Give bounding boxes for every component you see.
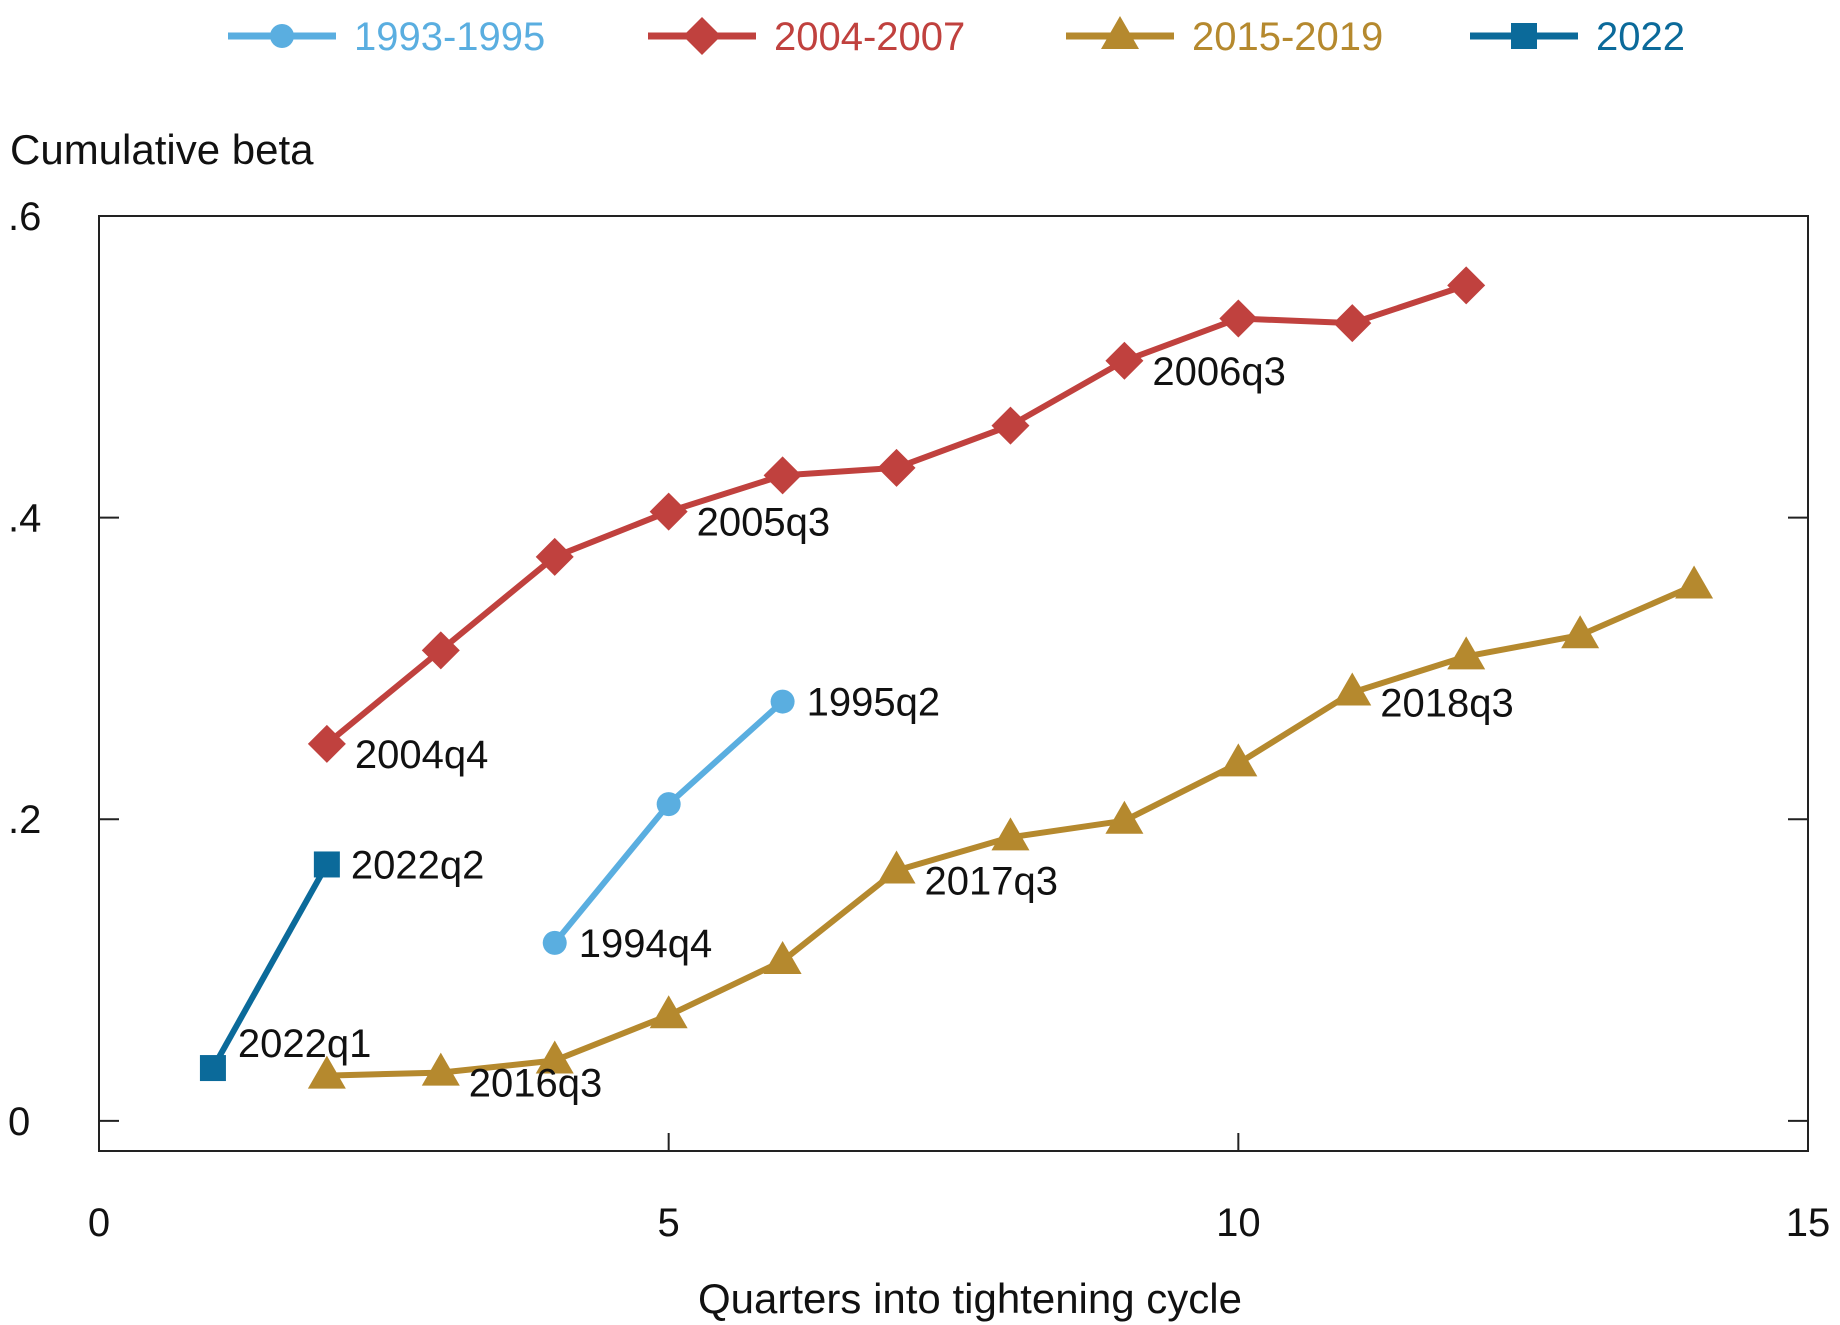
data-point-triangle: [421, 1052, 460, 1086]
x-tick-label: 15: [1786, 1201, 1831, 1245]
x-tick-label: 10: [1216, 1201, 1261, 1245]
data-point-diamond: [649, 492, 688, 531]
data-point-triangle: [1333, 672, 1372, 706]
legend-marker-triangle: [1101, 16, 1139, 49]
point-label: 2018q3: [1380, 682, 1513, 726]
legend-label: 2015-2019: [1192, 15, 1383, 59]
data-point-circle: [656, 792, 681, 817]
data-point-triangle: [763, 940, 802, 974]
x-tick-label: 0: [88, 1201, 110, 1245]
point-label: 2022q1: [238, 1022, 371, 1066]
data-point-square: [313, 851, 340, 878]
data-point-triangle: [1561, 615, 1600, 649]
y-tick-label: .4: [8, 497, 41, 541]
legend-label: 2022: [1596, 15, 1685, 59]
point-label: 1994q4: [579, 922, 712, 966]
point-label: 2016q3: [469, 1062, 602, 1106]
y-tick-label: 0: [8, 1100, 30, 1144]
data-point-triangle: [1447, 636, 1486, 670]
data-point-diamond: [307, 724, 346, 763]
legend-label: 1993-1995: [354, 15, 545, 59]
data-point-diamond: [535, 537, 574, 576]
data-point-diamond: [763, 456, 802, 495]
y-tick-label: .2: [8, 798, 41, 842]
series-line: [210, 863, 330, 1070]
point-label: 2006q3: [1152, 350, 1285, 394]
data-point-diamond: [1105, 341, 1144, 380]
legend-marker-circle: [270, 24, 294, 48]
data-point-triangle: [1219, 743, 1258, 777]
data-point-triangle: [535, 1040, 574, 1074]
plot-frame: [98, 215, 1809, 1152]
point-label: 2017q3: [925, 860, 1058, 904]
data-point-triangle: [307, 1055, 346, 1089]
data-point-triangle: [1105, 800, 1144, 834]
data-point-triangle: [877, 850, 916, 884]
data-point-circle: [542, 930, 567, 955]
legend-label: 2004-2007: [774, 15, 965, 59]
data-point-diamond: [991, 406, 1030, 445]
data-point-diamond: [1219, 299, 1258, 338]
x-tick-label: 5: [658, 1201, 680, 1245]
legend-marker-square: [1511, 23, 1537, 49]
data-point-diamond: [1333, 304, 1372, 343]
point-label: 2004q4: [355, 733, 488, 777]
data-point-diamond: [1447, 266, 1486, 305]
legend: 1993-1995 2004-2007 2015-2019 2022: [228, 15, 1685, 59]
data-point-diamond: [421, 631, 460, 670]
data-point-triangle: [649, 995, 688, 1029]
series-layer: [199, 266, 1714, 1089]
annotation-layer: 1994q4 1995q2 2004q4 2005q3 2006q3 2016q3 2017…: [238, 350, 1514, 1106]
data-point-square: [199, 1055, 226, 1082]
legend-marker-diamond: [683, 17, 721, 55]
data-point-diamond: [877, 448, 916, 487]
data-point-triangle: [1675, 565, 1714, 599]
x-axis-title: Quarters into tightening cycle: [698, 1275, 1242, 1322]
y-tick-label: .6: [8, 195, 41, 239]
y-axis-title: Cumulative beta: [10, 126, 314, 173]
point-label: 1995q2: [807, 681, 940, 725]
point-label: 2022q2: [351, 843, 484, 887]
point-label: 2005q3: [697, 501, 830, 545]
data-point-circle: [770, 689, 795, 714]
axes: 0 .2 .4 .6 0 5 10 15: [8, 195, 1830, 1245]
data-point-triangle: [991, 817, 1030, 851]
